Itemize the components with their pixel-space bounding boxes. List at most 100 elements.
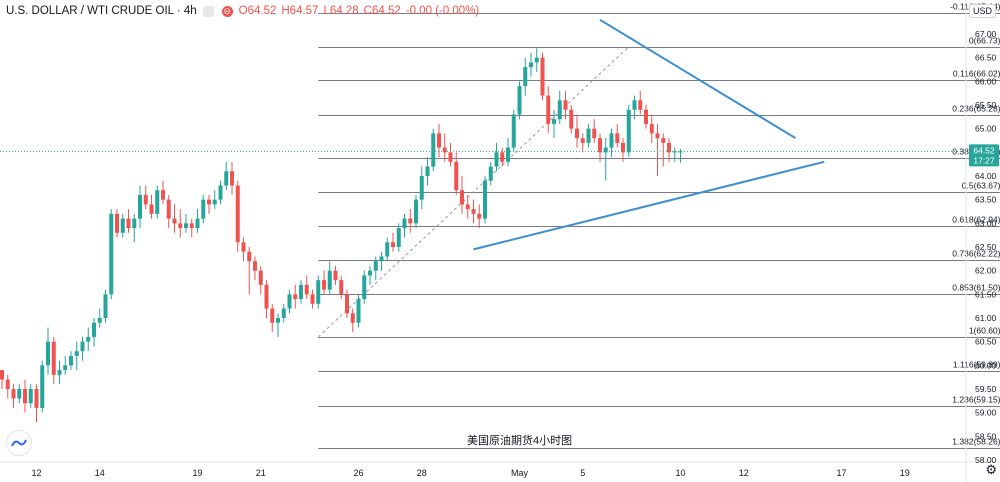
- candle-body: [506, 147, 510, 162]
- candle-body: [235, 185, 240, 243]
- candle-body: [667, 142, 671, 153]
- price-tick-label: 61.00: [975, 313, 997, 323]
- candle-body: [46, 341, 50, 366]
- candle-body: [253, 261, 257, 271]
- toggle-square-icon[interactable]: [202, 5, 214, 17]
- price-tick-label: 62.00: [975, 266, 997, 276]
- ohlc-close: C64.52: [363, 5, 401, 17]
- price-tick-label: 66.50: [975, 53, 997, 63]
- candle-body: [207, 199, 211, 205]
- candle-body: [460, 190, 464, 205]
- candle-body: [103, 294, 108, 318]
- candle-body: [28, 389, 33, 404]
- candle-body: [385, 242, 390, 257]
- last-price-box: [969, 144, 999, 167]
- trendline-lower: [473, 160, 825, 251]
- candle-body: [40, 365, 45, 408]
- candle-body: [17, 389, 22, 399]
- price-tick-label: 59.50: [975, 384, 997, 394]
- candle-body: [120, 218, 125, 233]
- candles: [0, 48, 683, 423]
- candle-body: [465, 204, 470, 210]
- candle-body: [224, 171, 229, 186]
- candle-body: [431, 133, 436, 167]
- currency-label[interactable]: USD: [968, 4, 996, 18]
- candle-body: [57, 370, 62, 375]
- candle-body: [540, 57, 545, 96]
- price-tick-label: 60.00: [975, 360, 997, 370]
- candle-body: [270, 308, 275, 323]
- candle-body: [621, 142, 625, 153]
- symbol-title[interactable]: U.S. DOLLAR / WTI CRUDE OIL · 4h: [6, 5, 197, 17]
- fib-level-label: 0.116(66.02): [953, 69, 1000, 79]
- candle-body: [615, 133, 620, 143]
- price-tick-label: 58.50: [975, 431, 997, 441]
- candle-body: [345, 294, 349, 314]
- candle-body: [126, 218, 131, 229]
- candle-body: [379, 256, 384, 262]
- candle-body: [34, 389, 39, 408]
- candle-body: [569, 109, 574, 129]
- tradingview-logo-icon[interactable]: [6, 430, 32, 456]
- ohlc-open: O64.52: [238, 5, 277, 17]
- candle-body: [672, 151, 677, 153]
- candle-body: [483, 180, 487, 219]
- time-tick-label: 5: [580, 468, 585, 478]
- fib-level-label: 1(60.60): [969, 326, 1000, 336]
- candle-body: [115, 213, 119, 233]
- candle-body: [212, 199, 217, 205]
- candle-body: [649, 123, 654, 134]
- time-tick-label: 21: [256, 468, 266, 478]
- time-tick-label: May: [511, 468, 529, 478]
- candle-body: [5, 379, 10, 389]
- candle-body: [184, 223, 188, 229]
- candle-body: [258, 270, 263, 285]
- fib-level-label: 0.5(63.67): [962, 181, 1000, 191]
- candle-body: [264, 284, 269, 309]
- bar-countdown: 17:27: [973, 155, 995, 165]
- market-status-icon: ⊝: [221, 5, 233, 17]
- price-tick-label: 67.00: [975, 29, 997, 39]
- candle-body: [195, 218, 200, 229]
- candle-body: [362, 275, 367, 300]
- candle-body: [155, 190, 160, 214]
- candle-body: [132, 218, 137, 229]
- price-tick-label: 60.50: [975, 337, 997, 347]
- candle-body: [586, 128, 591, 143]
- candle-body: [373, 261, 378, 271]
- ohlc-low: L64.28: [323, 5, 359, 17]
- candle-body: [488, 166, 493, 181]
- chart-header: U.S. DOLLAR / WTI CRUDE OIL · 4h ⊝ O64.5…: [6, 2, 484, 20]
- candle-body: [310, 294, 315, 304]
- candle-body: [580, 138, 585, 143]
- candle-body: [592, 128, 597, 139]
- candle-body: [523, 67, 528, 87]
- fib-level-label: 1.382(58.26): [952, 437, 1000, 447]
- candle-body: [546, 95, 551, 124]
- candle-body: [287, 294, 292, 309]
- fib-level-label: 0.236(65.28): [952, 104, 1000, 114]
- candle-body: [626, 109, 631, 153]
- price-tick-label: 63.50: [975, 195, 997, 205]
- candle-body: [477, 213, 482, 219]
- candle-body: [552, 119, 556, 124]
- settings-gear-icon[interactable]: ⚙: [985, 462, 997, 477]
- candle-body: [644, 109, 648, 124]
- candle-body: [563, 100, 568, 110]
- candle-body: [23, 389, 27, 404]
- candle-body: [299, 284, 303, 300]
- candle-body: [74, 351, 79, 356]
- time-tick-label: 10: [675, 468, 685, 478]
- candle-body: [230, 171, 234, 186]
- price-tick-label: 66.00: [975, 76, 997, 86]
- candle-body: [638, 100, 643, 110]
- candle-body: [534, 57, 539, 63]
- candle-body: [368, 270, 372, 276]
- candle-body: [97, 318, 102, 323]
- ohlc-high: H64.57: [281, 5, 319, 17]
- candle-body: [517, 86, 522, 115]
- candle-body: [448, 152, 453, 162]
- candle-body: [322, 280, 326, 290]
- candle-body: [402, 218, 407, 229]
